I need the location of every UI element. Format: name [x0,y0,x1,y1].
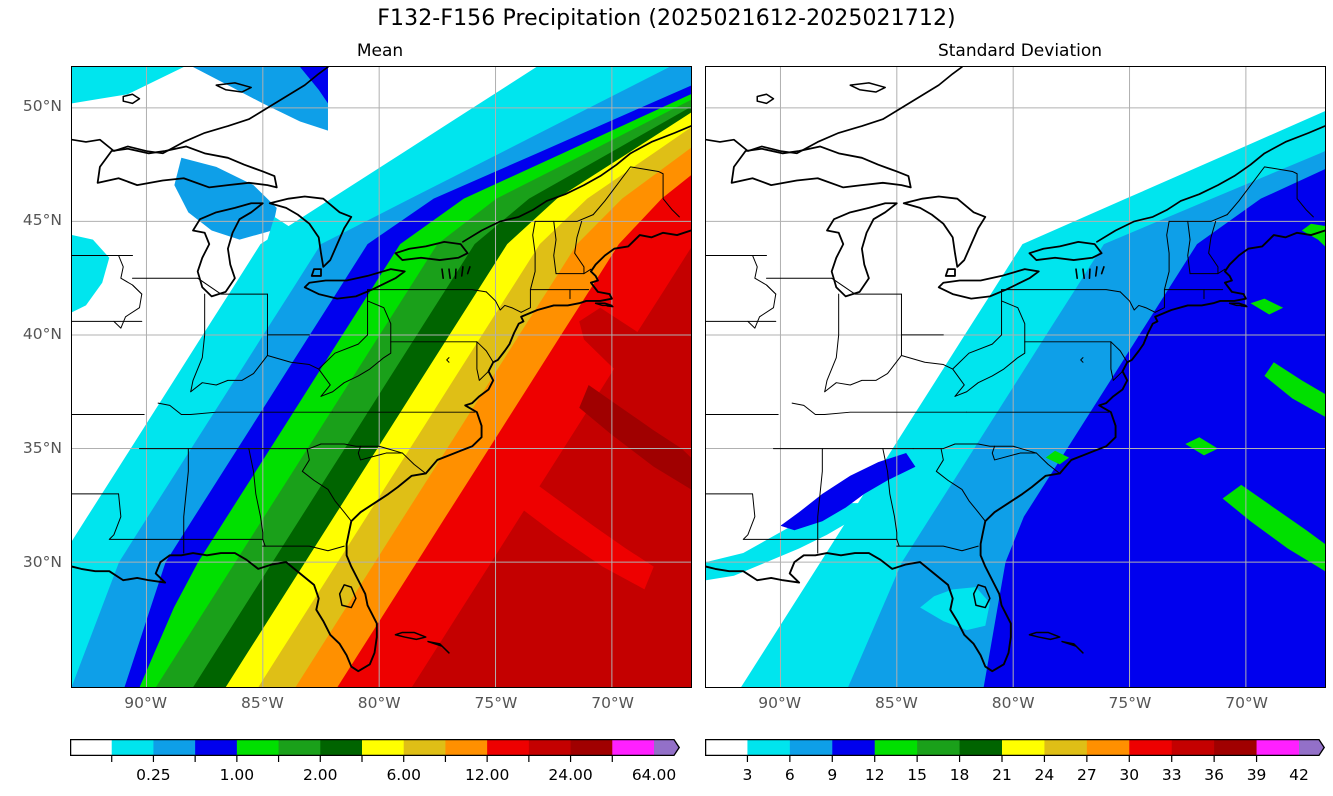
lat-tick-0: 50°N [22,97,62,115]
colorbar-mean-tick-2: 2.00 [303,766,338,784]
colorbar-sd-tick-1: 6 [784,766,795,784]
lon-tick-mean-2: 80°W [357,694,401,712]
lat-tick-1: 45°N [22,210,62,229]
colorbar-mean-tick-6: 64.00 [631,766,677,784]
colorbar-sd-tick-3: 12 [864,766,885,784]
colorbar-mean-tick-0: 0.25 [136,766,171,784]
colorbar-sd-tick-2: 9 [827,766,838,784]
lon-tick-mean-3: 75°W [474,694,518,712]
lat-tick-4: 30°N [22,552,62,571]
lat-tick-2: 40°N [22,324,62,343]
colorbar-sd-tick-7: 24 [1034,766,1055,784]
colorbar-sd-tick-4: 15 [907,766,927,784]
lon-tick-sd-0: 90°W [758,694,802,712]
colorbar-sd-tick-12: 39 [1246,766,1267,784]
colorbar-mean[interactable] [70,739,680,763]
colorbar-mean-tick-1: 1.00 [219,766,255,784]
lon-tick-mean-4: 70°W [591,694,635,712]
map-panel-mean[interactable] [71,66,692,688]
lat-tick-3: 35°N [22,438,62,457]
colorbar-mean-tick-4: 12.00 [464,766,510,784]
map-panel-sd[interactable] [705,66,1326,688]
lon-tick-sd-2: 80°W [991,694,1035,712]
colorbar-sd-tick-8: 27 [1076,766,1097,784]
lon-tick-sd-1: 85°W [875,694,918,712]
colorbar-sd-tick-11: 36 [1204,766,1224,784]
colorbar-sd-tick-5: 18 [949,766,970,784]
colorbar-sd[interactable] [705,739,1325,763]
lon-tick-mean-1: 85°W [241,694,284,712]
colorbar-sd-tick-6: 21 [992,766,1012,784]
lon-tick-mean-0: 90°W [124,694,168,712]
colorbar-sd-tick-10: 33 [1161,766,1182,784]
lon-tick-sd-4: 70°W [1225,694,1269,712]
colorbar-sd-tick-0: 3 [742,766,753,784]
lon-tick-sd-3: 75°W [1108,694,1152,712]
panel-title-mean: Mean [356,41,404,61]
colorbar-sd-tick-13: 42 [1289,766,1309,784]
figure-title: F132-F156 Precipitation (2025021612-2025… [377,6,956,31]
colorbar-mean-tick-5: 24.00 [548,766,593,784]
panel-title-sd: Standard Deviation [937,41,1103,61]
colorbar-mean-tick-3: 6.00 [386,766,421,784]
colorbar-sd-tick-9: 30 [1119,766,1140,784]
